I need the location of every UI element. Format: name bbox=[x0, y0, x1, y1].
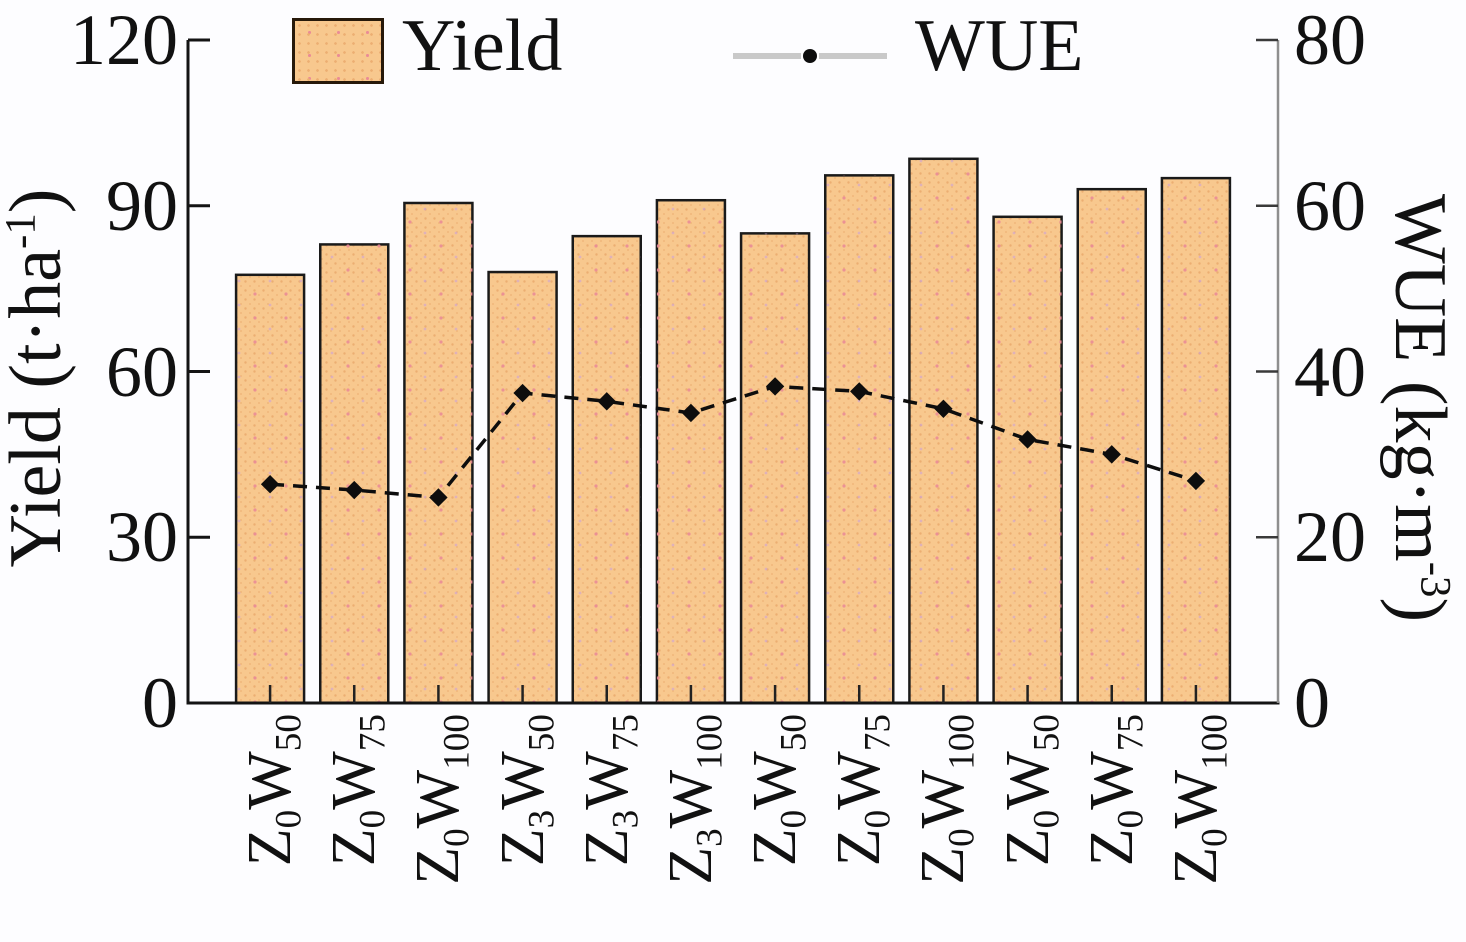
left-axis-tick-label: 0 bbox=[142, 663, 178, 743]
wue-marker-icon bbox=[1186, 471, 1206, 491]
legend-line-segment bbox=[819, 53, 887, 59]
wue-marker-icon bbox=[681, 403, 701, 423]
legend-line-segment bbox=[733, 53, 801, 59]
yield-bar-texture bbox=[909, 158, 978, 704]
yield-bar-texture bbox=[656, 200, 725, 703]
right-axis-title-exponent: -3 bbox=[1411, 561, 1459, 598]
wue-marker-icon bbox=[260, 475, 280, 494]
right-axis-tick-label: 80 bbox=[1294, 0, 1366, 80]
legend-wue-label: WUE bbox=[915, 5, 1084, 87]
yield-bar-texture bbox=[825, 175, 894, 704]
wue-marker-icon bbox=[934, 399, 953, 418]
legend-wue-marker-icon bbox=[733, 46, 887, 66]
left-axis-tick-label: 120 bbox=[70, 0, 178, 80]
left-axis-tick-label: 90 bbox=[106, 165, 178, 246]
right-axis-tick-label: 40 bbox=[1294, 331, 1366, 412]
legend-yield-label: Yield bbox=[402, 5, 563, 87]
right-axis-tick-label: 20 bbox=[1294, 497, 1366, 578]
right-axis-tick-label: 60 bbox=[1294, 165, 1366, 246]
yield-bar-texture bbox=[1161, 178, 1230, 703]
wue-marker-icon bbox=[429, 488, 448, 507]
wue-marker-icon bbox=[345, 480, 364, 500]
wue-marker-icon bbox=[513, 383, 532, 403]
wue-marker-icon bbox=[850, 382, 869, 401]
wue-marker-icon bbox=[1102, 445, 1121, 464]
yield-bar-texture bbox=[572, 236, 641, 703]
right-axis-tick-label: 0 bbox=[1294, 663, 1330, 743]
legend-yield-swatch-icon bbox=[292, 18, 384, 84]
left-axis-tick-label: 30 bbox=[106, 497, 178, 578]
yield-bar-texture bbox=[993, 216, 1062, 704]
yield-bar-texture bbox=[488, 272, 557, 703]
wue-marker-icon bbox=[765, 377, 785, 396]
wue-line bbox=[269, 384, 1197, 500]
yield-bar-texture bbox=[404, 202, 473, 704]
yield-bar-texture bbox=[741, 233, 810, 703]
right-axis-title-close: ) bbox=[1379, 597, 1461, 623]
wue-marker-icon bbox=[597, 392, 616, 411]
yield-bar-texture bbox=[320, 244, 389, 704]
legend-dot-icon bbox=[803, 49, 817, 63]
left-axis-tick-label: 60 bbox=[106, 331, 178, 412]
right-axis-title-text: WUE (kg·m bbox=[1379, 193, 1461, 562]
